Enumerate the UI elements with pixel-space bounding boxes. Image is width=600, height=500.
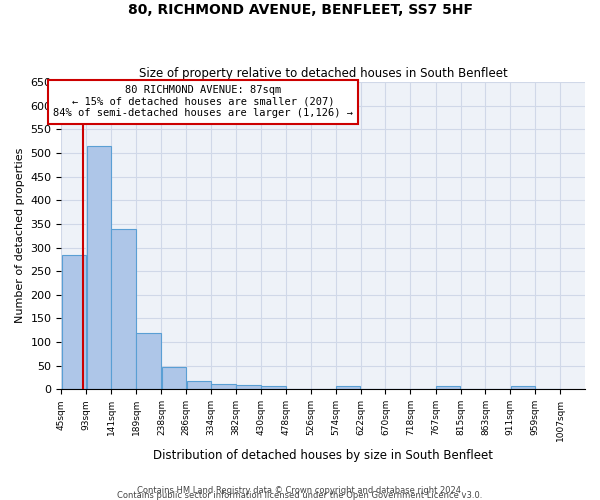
Bar (112, 228, 136, 390)
X-axis label: Distribution of detached houses by size in South Benfleet: Distribution of detached houses by size … (153, 450, 493, 462)
Text: Contains public sector information licensed under the Open Government Licence v3: Contains public sector information licen… (118, 490, 482, 500)
Text: 80 RICHMOND AVENUE: 87sqm
← 15% of detached houses are smaller (207)
84% of semi: 80 RICHMOND AVENUE: 87sqm ← 15% of detac… (53, 85, 353, 118)
Bar (211, 384, 236, 390)
Bar (236, 384, 261, 390)
Y-axis label: Number of detached properties: Number of detached properties (15, 148, 25, 324)
Text: 80, RICHMOND AVENUE, BENFLEET, SS7 5HF: 80, RICHMOND AVENUE, BENFLEET, SS7 5HF (128, 2, 473, 16)
Bar (62, 254, 86, 390)
Bar (436, 386, 460, 390)
Bar (261, 386, 286, 390)
Bar (86, 146, 111, 390)
Bar (511, 386, 535, 390)
Bar (162, 366, 186, 390)
Bar (187, 382, 211, 390)
Title: Size of property relative to detached houses in South Benfleet: Size of property relative to detached ho… (139, 66, 508, 80)
Bar (336, 386, 360, 390)
Bar (136, 332, 161, 390)
Text: Contains HM Land Registry data © Crown copyright and database right 2024.: Contains HM Land Registry data © Crown c… (137, 486, 463, 495)
